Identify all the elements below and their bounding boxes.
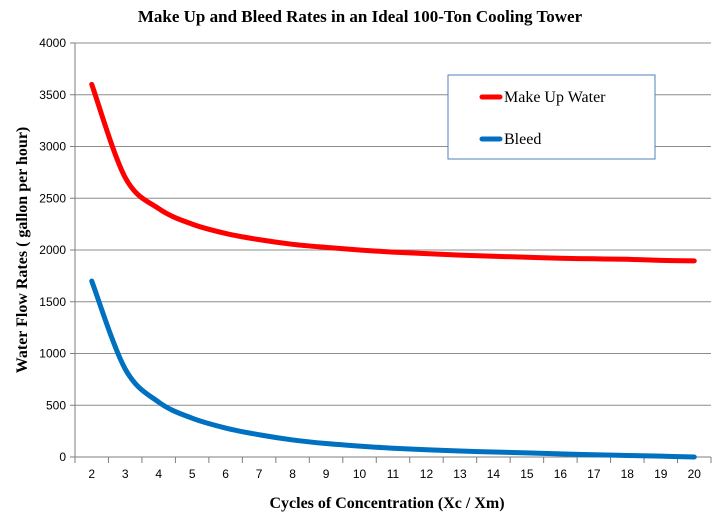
chart-title: Make Up and Bleed Rates in an Ideal 100-… xyxy=(138,7,583,26)
y-tick-label: 2500 xyxy=(39,191,66,205)
x-tick-label: 8 xyxy=(289,467,296,481)
x-tick-label: 3 xyxy=(122,467,129,481)
x-tick-label: 4 xyxy=(155,467,162,481)
y-tick-label: 1000 xyxy=(39,347,66,361)
x-tick-label: 16 xyxy=(554,467,568,481)
legend-box xyxy=(447,74,656,160)
y-tick-label: 500 xyxy=(46,398,66,412)
x-tick-label: 15 xyxy=(520,467,534,481)
x-tick-label: 13 xyxy=(453,467,467,481)
x-tick-label: 6 xyxy=(222,467,229,481)
legend-label-bleed: Bleed xyxy=(504,131,541,148)
y-tick-label: 3500 xyxy=(39,88,66,102)
x-tick-label: 18 xyxy=(621,467,635,481)
x-tick-label: 11 xyxy=(387,467,400,481)
y-axis-title: Water Flow Rates ( gallon per hour) xyxy=(14,127,31,374)
x-tick-label: 7 xyxy=(256,467,263,481)
series-line-make-up-water xyxy=(89,81,697,264)
legend: Make Up Water Bleed xyxy=(447,74,656,160)
series-lines xyxy=(89,81,697,460)
x-tick-label: 19 xyxy=(654,467,668,481)
x-tick-label: 12 xyxy=(420,467,434,481)
x-tick-label: 2 xyxy=(88,467,95,481)
gridlines xyxy=(75,42,711,406)
y-tick-label: 2000 xyxy=(39,243,66,257)
x-tick-label: 9 xyxy=(323,467,330,481)
y-tick-label: 0 xyxy=(59,450,66,464)
series-line-bleed xyxy=(89,278,697,460)
y-tick-label: 3000 xyxy=(39,140,66,154)
x-tick-label: 5 xyxy=(189,467,196,481)
x-tick-label: 17 xyxy=(587,467,601,481)
x-axis-title: Cycles of Concentration (Xc / Xm) xyxy=(269,495,504,512)
legend-label-make-up-water: Make Up Water xyxy=(504,89,606,106)
y-tick-label: 1500 xyxy=(39,295,66,309)
x-tick-label: 20 xyxy=(688,467,702,481)
axes: 0 500 1000 1500 2000 2500 3000 3500 4000 2 3 4 5 6 7 8 9… xyxy=(39,36,712,481)
x-tick-label: 10 xyxy=(353,467,367,481)
y-tick-label: 4000 xyxy=(39,36,66,50)
x-tick-label: 14 xyxy=(487,467,501,481)
